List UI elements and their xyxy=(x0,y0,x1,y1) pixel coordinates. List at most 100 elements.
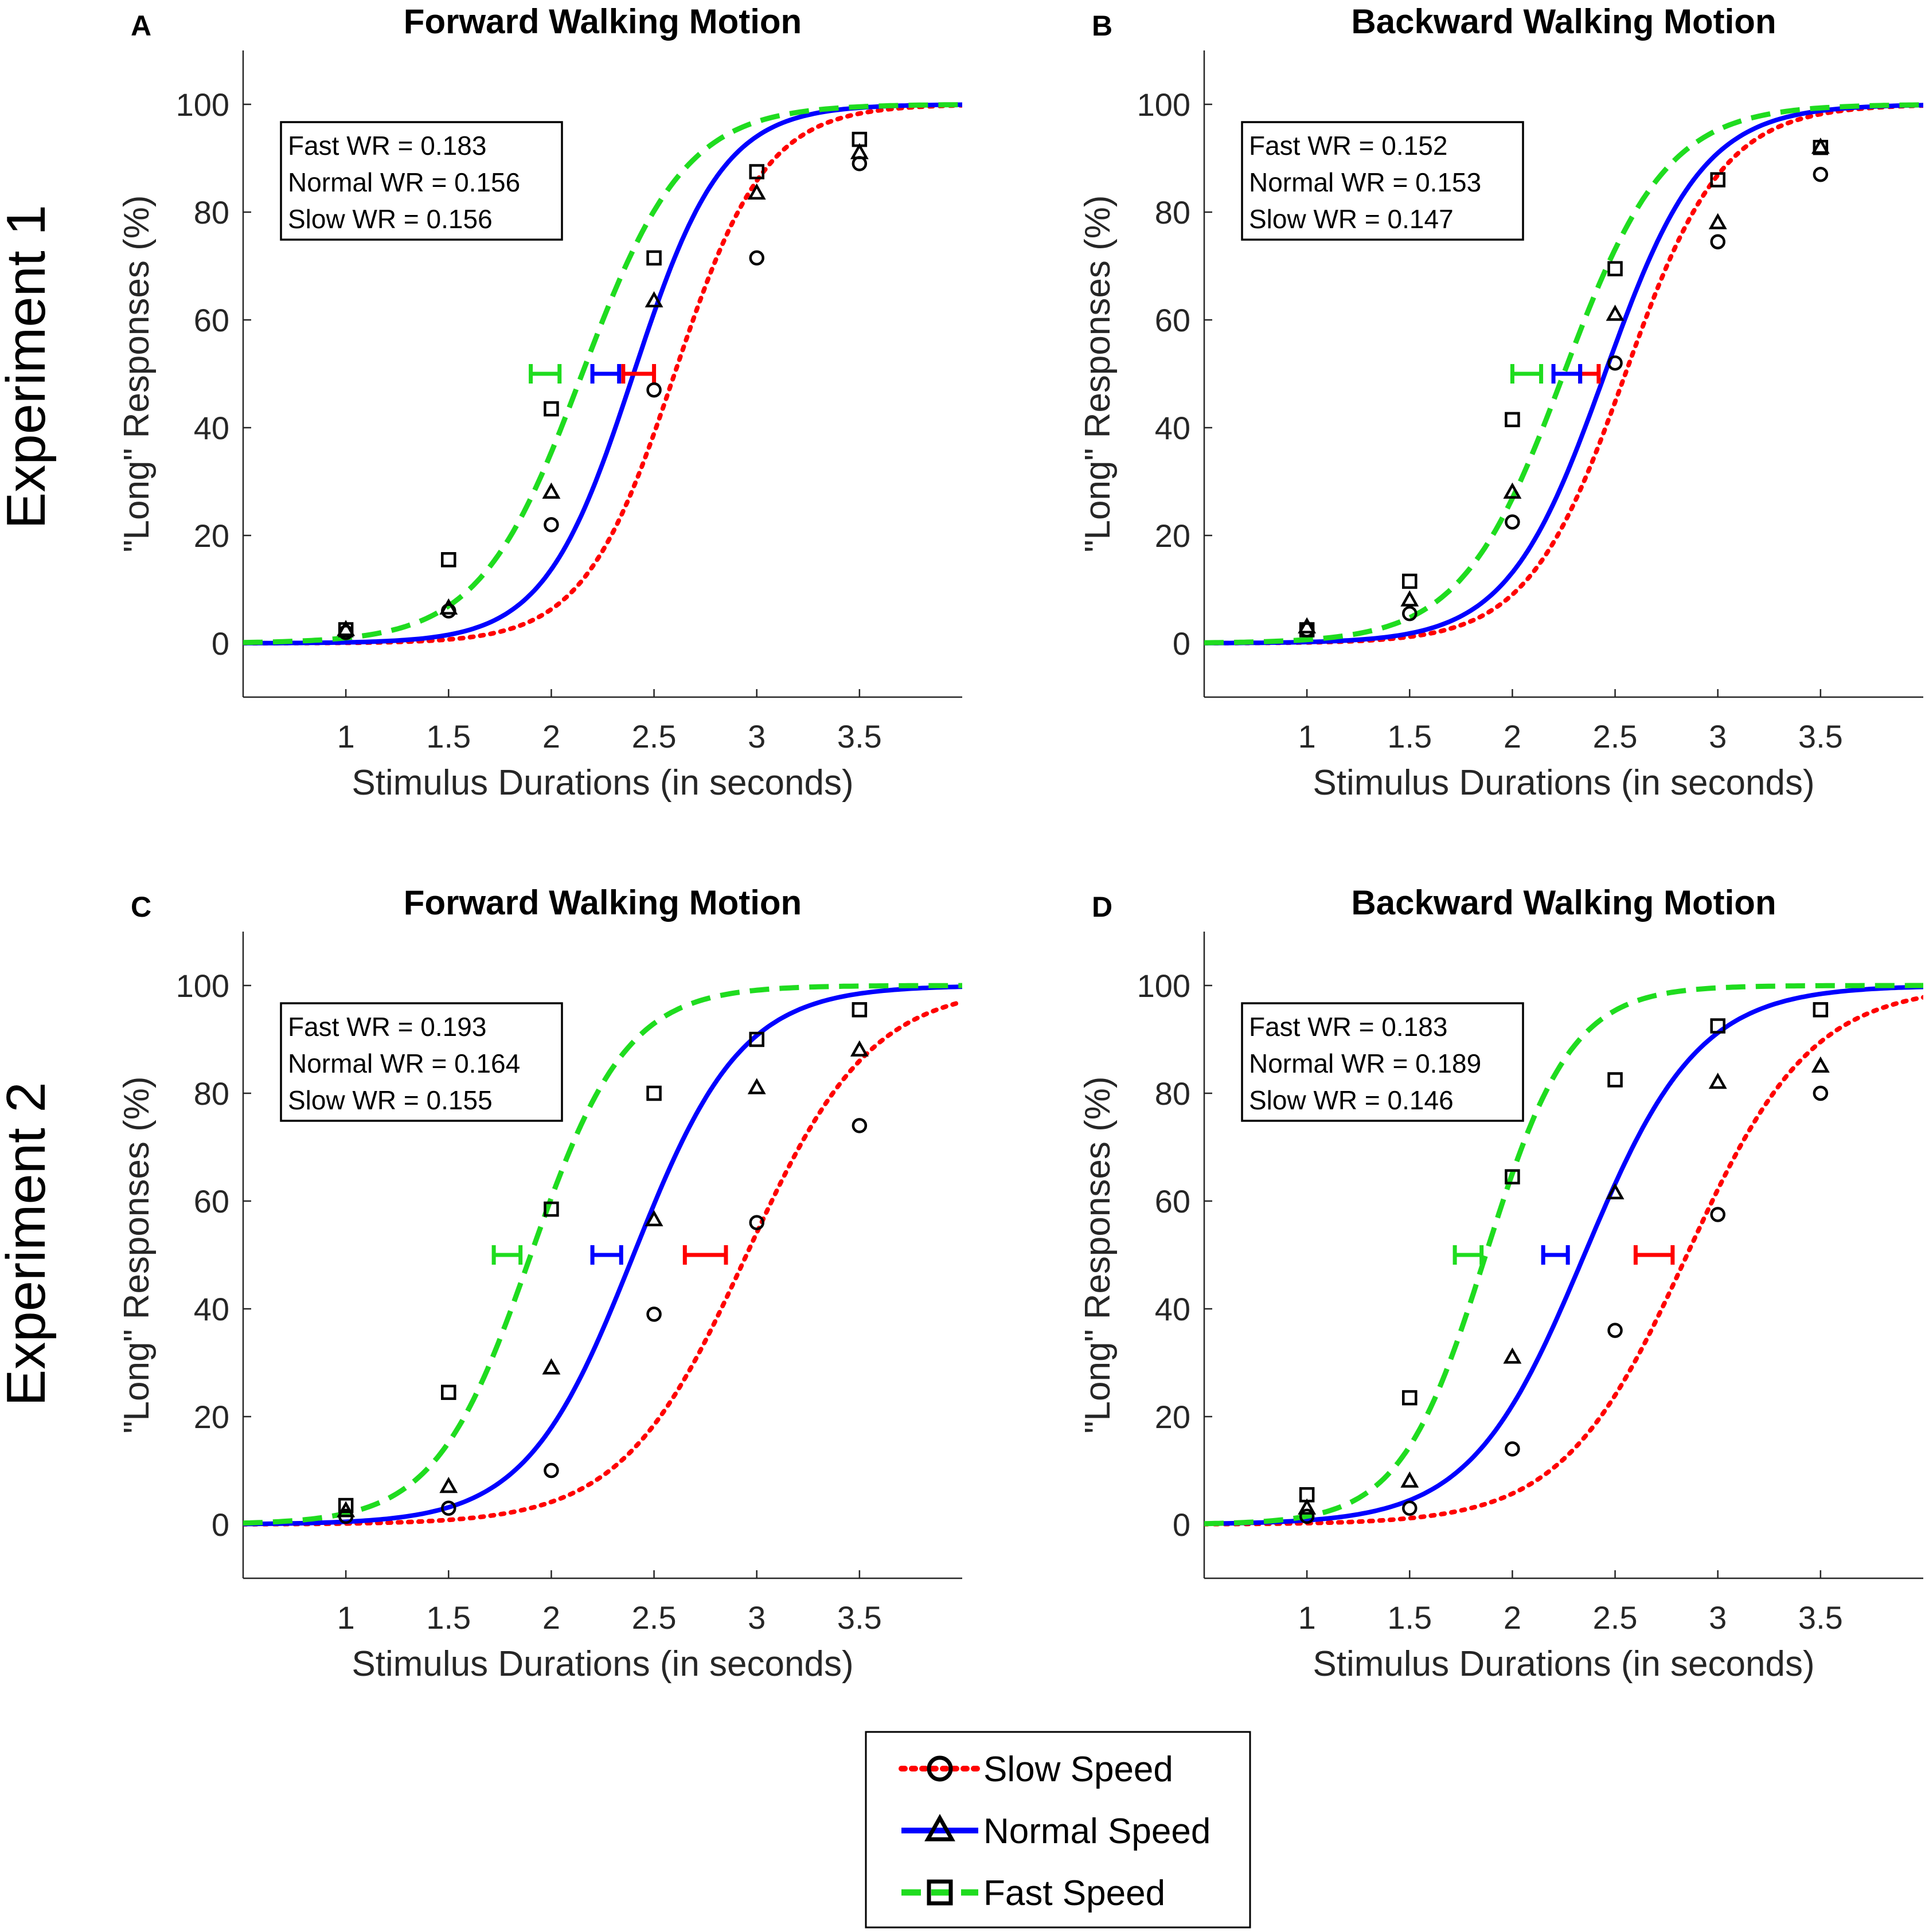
curves xyxy=(243,102,962,646)
y-tick-label: 40 xyxy=(1155,410,1190,446)
data-point-slow xyxy=(749,250,764,266)
pse-errorbar-normal xyxy=(1541,1245,1570,1265)
row-label-experiment-1: Experiment 1 xyxy=(0,205,57,529)
data-point-normal xyxy=(1606,304,1625,321)
data-point-slow xyxy=(1505,1441,1520,1457)
data-point-normal xyxy=(542,482,561,499)
data-point-normal xyxy=(1811,1056,1830,1073)
wr-annotation-line: Slow WR = 0.147 xyxy=(1249,204,1454,234)
wr-annotation-line: Slow WR = 0.156 xyxy=(288,204,493,234)
data-point-fast xyxy=(441,1385,456,1400)
y-tick-label: 60 xyxy=(1155,302,1190,338)
data-point-normal xyxy=(337,1501,356,1518)
data-points-fast xyxy=(1299,1002,1829,1503)
fit-curve-normal xyxy=(1204,984,1923,1526)
pse-errorbar-normal xyxy=(590,1245,623,1265)
panel-letter: A xyxy=(131,10,151,42)
x-tick-label: 2.5 xyxy=(1593,718,1638,754)
wr-annotation-line: Fast WR = 0.193 xyxy=(288,1012,486,1042)
pse-errorbar-fast xyxy=(491,1245,523,1265)
data-point-fast xyxy=(749,164,764,179)
data-point-normal xyxy=(850,143,869,159)
data-point-fast xyxy=(544,1201,559,1217)
panel-title: Backward Walking Motion xyxy=(1351,883,1776,922)
y-tick-label: 80 xyxy=(1155,194,1190,230)
y-tick-label: 60 xyxy=(1155,1183,1190,1219)
wr-annotation-line: Slow WR = 0.146 xyxy=(1249,1085,1454,1115)
wr-annotation-line: Fast WR = 0.152 xyxy=(1249,131,1447,161)
data-point-normal xyxy=(1708,213,1727,229)
data-point-normal xyxy=(1503,482,1522,499)
y-tick-label: 20 xyxy=(194,1399,229,1435)
data-point-slow xyxy=(1299,1508,1315,1524)
data-point-normal xyxy=(1606,1183,1625,1199)
panel-c: C Forward Walking Motion 0 20 40 60 80 100 1 1.5 2… xyxy=(117,883,962,1684)
data-point-normal xyxy=(439,1476,458,1493)
panel-b: B Backward Walking Motion 0 20 40 60 80 100 1 1.5… xyxy=(1078,2,1923,803)
x-tick-label: 1.5 xyxy=(426,1599,471,1636)
data-point-fast xyxy=(852,1002,868,1018)
x-axis-label: Stimulus Durations (in seconds) xyxy=(352,763,853,803)
data-points-normal xyxy=(1298,137,1830,633)
data-point-normal xyxy=(1708,1072,1727,1089)
data-point-fast xyxy=(1813,139,1829,155)
x-axis-label: Stimulus Durations (in seconds) xyxy=(1313,1644,1814,1684)
legend-item-normal: Normal Speed xyxy=(901,1812,1210,1851)
data-point-slow xyxy=(1402,606,1418,621)
wr-annotation-line: Normal WR = 0.156 xyxy=(288,167,520,197)
y-tick-label: 40 xyxy=(1155,1291,1190,1327)
y-tick-label: 100 xyxy=(176,968,229,1004)
x-tick-label: 3 xyxy=(748,1599,766,1636)
data-points-normal xyxy=(337,1040,869,1518)
x-tick-label: 1.5 xyxy=(1387,718,1432,754)
fit-curve-slow xyxy=(243,103,962,646)
pse-errorbar-fast xyxy=(1510,364,1544,384)
legend-label: Fast Speed xyxy=(983,1874,1165,1913)
x-tick-label: 2 xyxy=(542,1599,560,1636)
panel-title: Forward Walking Motion xyxy=(404,2,802,41)
data-point-normal xyxy=(645,291,663,308)
data-point-normal xyxy=(747,183,766,200)
data-point-slow xyxy=(1710,1207,1725,1222)
y-tick-label: 80 xyxy=(194,1075,229,1112)
panel-letter: D xyxy=(1092,891,1112,923)
data-points-slow xyxy=(1299,1085,1829,1524)
wr-annotation-line: Fast WR = 0.183 xyxy=(288,131,486,161)
data-point-fast xyxy=(1813,1002,1829,1018)
legend-item-fast: Fast Speed xyxy=(901,1874,1165,1913)
wr-annotation-line: Normal WR = 0.164 xyxy=(288,1049,520,1078)
data-point-fast xyxy=(1710,1018,1725,1034)
wr-annotation-line: Fast WR = 0.183 xyxy=(1249,1012,1447,1042)
panel-letter: C xyxy=(131,891,151,923)
legend-item-slow: Slow Speed xyxy=(899,1750,1173,1789)
wr-annotation-line: Normal WR = 0.153 xyxy=(1249,167,1481,197)
data-point-fast xyxy=(646,1085,662,1101)
data-point-fast xyxy=(338,1497,354,1513)
data-point-fast xyxy=(1505,412,1520,428)
y-tick-label: 40 xyxy=(194,1291,229,1327)
y-tick-label: 100 xyxy=(1137,87,1190,123)
panel-d: D Backward Walking Motion 0 20 40 60 80 100 1 1.5… xyxy=(1078,883,1923,1684)
x-tick-label: 3.5 xyxy=(837,1599,882,1636)
legend-marker-square xyxy=(927,1879,953,1906)
data-points-fast xyxy=(338,1002,868,1513)
x-tick-label: 2 xyxy=(1504,1599,1521,1636)
fit-curve-fast xyxy=(243,102,962,646)
y-tick-label: 60 xyxy=(194,302,229,338)
x-tick-label: 1.5 xyxy=(426,718,471,754)
y-tick-label: 80 xyxy=(1155,1075,1190,1112)
x-axis-label: Stimulus Durations (in seconds) xyxy=(352,1644,853,1684)
wr-annotation-line: Normal WR = 0.189 xyxy=(1249,1049,1481,1078)
data-point-slow xyxy=(1710,234,1725,249)
data-point-slow xyxy=(1813,166,1829,182)
wr-annotation-line: Slow WR = 0.155 xyxy=(288,1085,493,1115)
x-tick-label: 2.5 xyxy=(632,1599,677,1636)
legend-label: Normal Speed xyxy=(983,1812,1210,1851)
curves xyxy=(1204,983,1923,1527)
fit-curve-normal xyxy=(1204,103,1923,646)
fit-curve-fast xyxy=(243,983,962,1526)
data-points-fast xyxy=(1299,139,1829,638)
legend-marker-triangle xyxy=(924,1814,955,1841)
data-point-normal xyxy=(542,1358,561,1375)
